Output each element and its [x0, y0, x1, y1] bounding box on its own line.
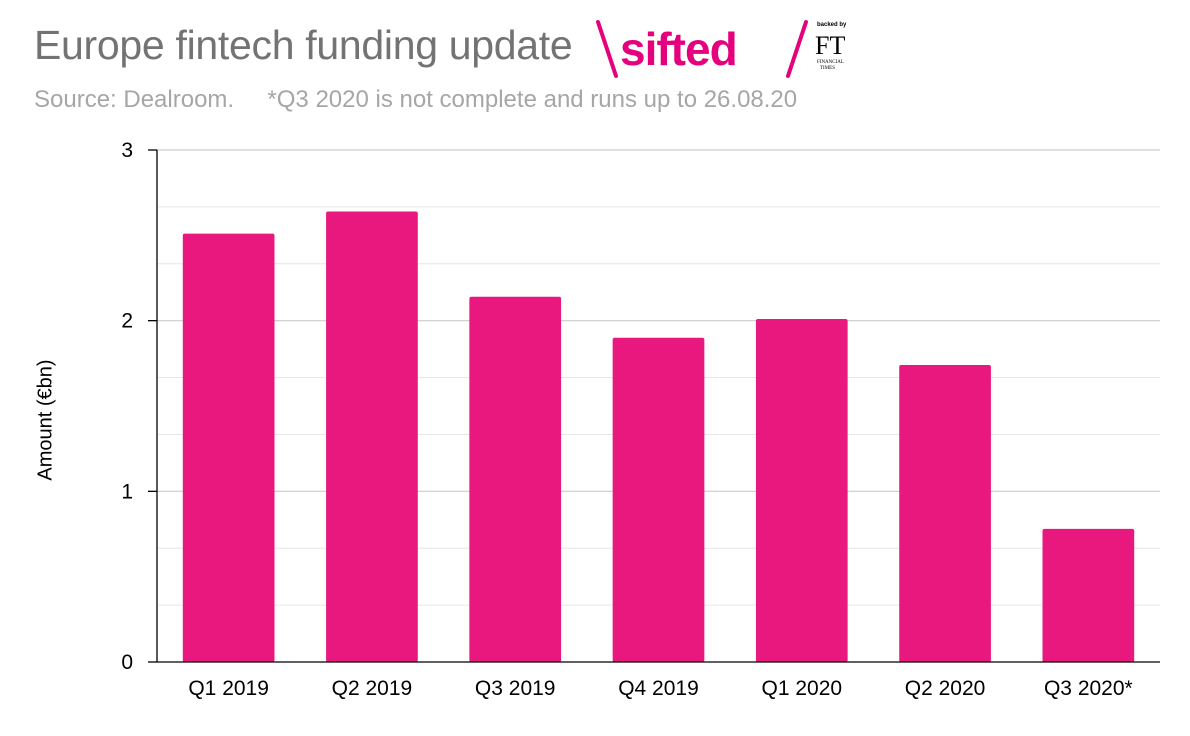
logo-backed-by-text: backed by	[817, 22, 847, 28]
logo-slash	[786, 20, 808, 78]
chart-subtitle: Source: Dealroom. *Q3 2020 is not comple…	[34, 86, 798, 113]
x-tick-label: Q4 2019	[618, 677, 699, 700]
bar-q2-2019	[326, 211, 418, 662]
x-tick-label: Q3 2020*	[1044, 677, 1133, 700]
bar-q4-2019	[612, 337, 705, 662]
bar-q1-2019	[182, 233, 275, 663]
logo-ft-line1: FINANCIAL	[817, 60, 844, 65]
x-tick-label: Q1 2020	[761, 677, 842, 700]
tick-labels: 0 1 2 3 Q1 2019 Q2 2019 Q3 2019 Q4 2019 Q1 2020 Q…	[121, 139, 1132, 700]
sifted-ft-logo: sifted backed by FT FINANCIAL TIMES	[596, 20, 847, 78]
y-tick-label: 0	[121, 651, 133, 674]
x-tick-label: Q2 2020	[905, 677, 986, 700]
chart-title: Europe fintech funding update	[34, 22, 573, 68]
logo-ft-monogram: FT	[815, 31, 845, 60]
bar-q1-2020	[755, 318, 848, 662]
y-tick-label: 2	[121, 310, 133, 333]
logo-ft-line2: TIMES	[820, 66, 835, 71]
axes	[148, 149, 1160, 663]
bar-q2-2020	[899, 365, 991, 662]
x-tick-label: Q3 2019	[475, 677, 556, 700]
bar-q3-2020	[1042, 528, 1135, 662]
bars	[182, 211, 1135, 663]
y-tick-label: 3	[121, 139, 133, 162]
bar-q3-2019	[469, 296, 562, 662]
logo-brand-text: sifted	[620, 23, 737, 75]
x-tick-label: Q1 2019	[188, 677, 269, 700]
x-tick-label: Q2 2019	[332, 677, 413, 700]
y-tick-label: 1	[121, 480, 133, 503]
logo-backslash	[596, 20, 618, 78]
